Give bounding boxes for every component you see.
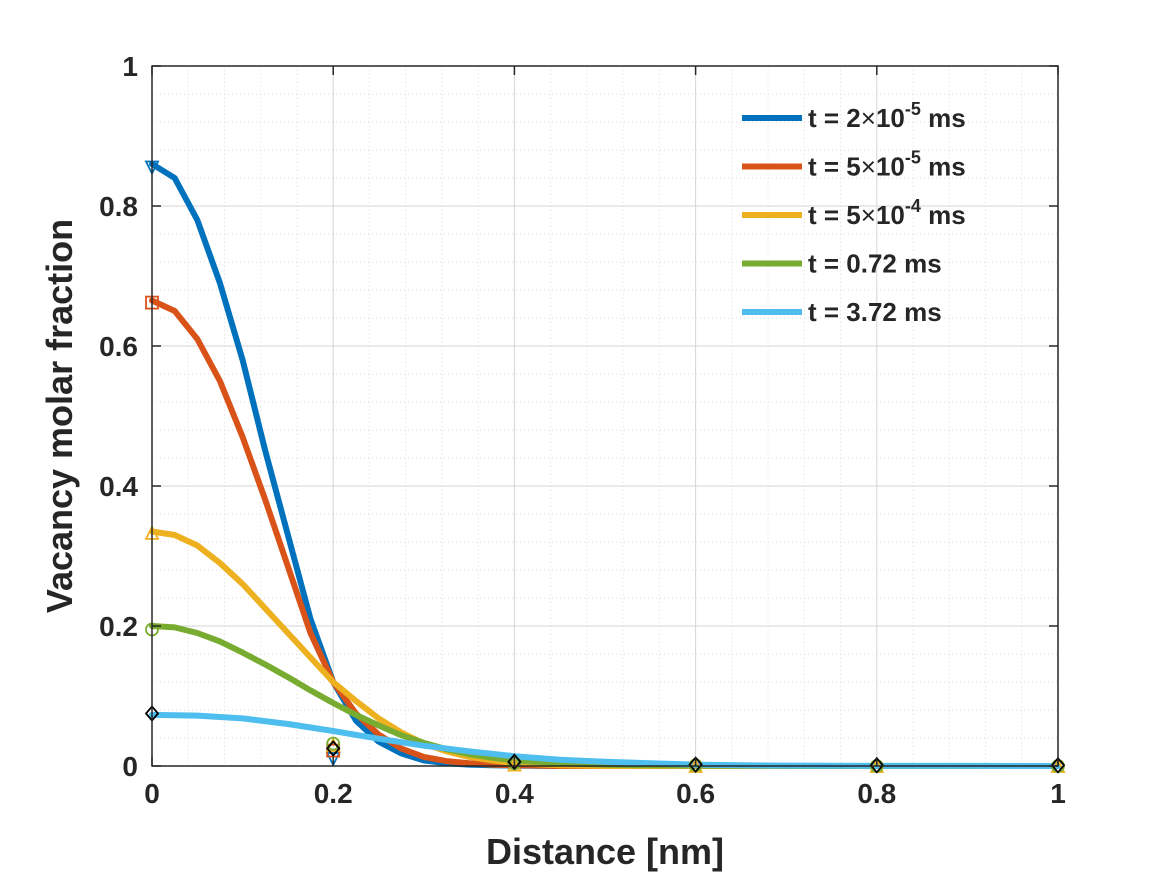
legend-entry-4: t = 0.72 ms [808,249,942,279]
legend-entry-2: t = 5×10-5 ms [808,148,966,182]
legend-entry-3: t = 5×10-4 ms [808,196,966,230]
data-point-series-1 [325,752,341,768]
data-point-series-5 [326,740,341,757]
x-tick-label: 0.2 [314,778,353,809]
x-tick-labels: 0 0.2 0.4 0.6 0.8 1 [144,778,1066,809]
x-tick-label: 0.4 [495,778,534,809]
data-point-series-4 [326,736,341,751]
axes-box [151,65,1059,767]
x-tick-label: 1 [1050,778,1066,809]
data-point-series-5 [688,756,703,773]
major-grid [152,66,1058,766]
y-tick-label: 0.2 [99,611,138,642]
y-tick-label: 1 [122,51,138,82]
x-tick-label: 0.8 [857,778,896,809]
x-tick-label: 0.6 [676,778,715,809]
data-point-series-5 [869,756,884,774]
y-axis-label: Vacancy molar fraction [39,219,80,613]
y-tick-label: 0.4 [99,471,138,502]
y-tick-label: 0.8 [99,191,138,222]
data-point-series-5 [507,753,522,771]
x-axis-label: Distance [nm] [486,831,724,872]
data-point-series-5 [1050,756,1066,774]
legend-entry-5: t = 3.72 ms [808,297,942,327]
y-tick-labels: 0 0.2 0.4 0.6 0.8 1 [99,51,138,782]
y-tick-label: 0.6 [99,331,138,362]
y-tick-label: 0 [122,751,138,782]
minor-grid [152,66,1058,766]
axes-frame [151,65,1059,767]
legend: t = 2×10-5 ms t = 5×10-5 ms t = 5×10-4 ms t… [742,99,966,327]
axis-ticks [151,65,1059,767]
x-tick-label: 0 [144,778,160,809]
legend-entry-1: t = 2×10-5 ms [808,99,966,133]
